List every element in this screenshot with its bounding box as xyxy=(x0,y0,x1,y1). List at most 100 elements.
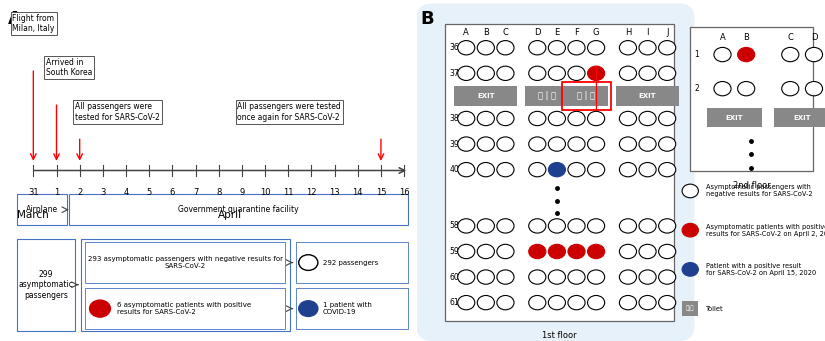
Circle shape xyxy=(549,244,565,258)
Text: 1: 1 xyxy=(54,188,59,196)
Circle shape xyxy=(529,111,546,126)
Circle shape xyxy=(639,111,656,126)
FancyBboxPatch shape xyxy=(455,86,517,106)
Text: C: C xyxy=(502,28,508,37)
Circle shape xyxy=(529,162,546,177)
Circle shape xyxy=(805,47,823,62)
Text: All passengers were
tested for SARS-CoV-2: All passengers were tested for SARS-CoV-… xyxy=(75,102,160,122)
Text: 12: 12 xyxy=(306,188,317,196)
FancyBboxPatch shape xyxy=(691,27,813,170)
Circle shape xyxy=(738,47,755,62)
Text: 14: 14 xyxy=(352,188,363,196)
Circle shape xyxy=(805,81,823,96)
Circle shape xyxy=(529,137,546,151)
Circle shape xyxy=(682,223,699,237)
Circle shape xyxy=(529,270,546,284)
FancyBboxPatch shape xyxy=(706,108,762,127)
Circle shape xyxy=(587,270,605,284)
Circle shape xyxy=(549,270,565,284)
Circle shape xyxy=(658,137,676,151)
Text: 10: 10 xyxy=(260,188,271,196)
Circle shape xyxy=(738,81,755,96)
Circle shape xyxy=(497,66,514,80)
Circle shape xyxy=(568,162,585,177)
Circle shape xyxy=(549,66,565,80)
Circle shape xyxy=(478,137,494,151)
Circle shape xyxy=(458,66,475,80)
Circle shape xyxy=(639,137,656,151)
Circle shape xyxy=(620,137,637,151)
Circle shape xyxy=(549,295,565,310)
Circle shape xyxy=(529,219,546,233)
Circle shape xyxy=(782,81,799,96)
Circle shape xyxy=(620,162,637,177)
Circle shape xyxy=(549,219,565,233)
FancyBboxPatch shape xyxy=(775,108,825,127)
Circle shape xyxy=(620,66,637,80)
FancyBboxPatch shape xyxy=(296,242,408,283)
Circle shape xyxy=(568,295,585,310)
Circle shape xyxy=(497,244,514,258)
Circle shape xyxy=(714,81,731,96)
Circle shape xyxy=(639,219,656,233)
Text: Arrived in
South Korea: Arrived in South Korea xyxy=(46,58,92,77)
Circle shape xyxy=(714,47,731,62)
Text: EXIT: EXIT xyxy=(725,115,743,121)
Text: 15: 15 xyxy=(375,188,386,196)
Circle shape xyxy=(478,41,494,55)
Circle shape xyxy=(568,219,585,233)
Text: 7: 7 xyxy=(193,188,198,196)
Circle shape xyxy=(478,162,494,177)
Text: F: F xyxy=(574,28,579,37)
Text: I: I xyxy=(646,28,648,37)
Text: All passengers were tested
once again for SARS-CoV-2: All passengers were tested once again fo… xyxy=(238,102,342,122)
Circle shape xyxy=(658,66,676,80)
FancyBboxPatch shape xyxy=(417,3,695,341)
Circle shape xyxy=(587,111,605,126)
Circle shape xyxy=(529,244,546,258)
Circle shape xyxy=(568,41,585,55)
Circle shape xyxy=(458,137,475,151)
Text: Flight from
Milan, Italy: Flight from Milan, Italy xyxy=(12,14,55,33)
Text: 3: 3 xyxy=(100,188,106,196)
Circle shape xyxy=(478,295,494,310)
Text: B: B xyxy=(483,28,488,37)
Circle shape xyxy=(299,255,318,270)
Circle shape xyxy=(658,162,676,177)
Text: 6: 6 xyxy=(170,188,175,196)
Circle shape xyxy=(782,47,799,62)
Circle shape xyxy=(639,295,656,310)
FancyBboxPatch shape xyxy=(526,86,568,106)
Text: 5: 5 xyxy=(147,188,152,196)
Circle shape xyxy=(587,66,605,80)
Circle shape xyxy=(620,219,637,233)
Text: D: D xyxy=(811,33,818,42)
Circle shape xyxy=(497,295,514,310)
Circle shape xyxy=(587,295,605,310)
Text: B: B xyxy=(421,10,434,28)
Circle shape xyxy=(568,137,585,151)
FancyBboxPatch shape xyxy=(81,239,290,331)
Circle shape xyxy=(458,270,475,284)
FancyBboxPatch shape xyxy=(16,239,75,331)
Circle shape xyxy=(497,219,514,233)
Circle shape xyxy=(497,111,514,126)
Text: Toilet: Toilet xyxy=(705,306,724,312)
Circle shape xyxy=(682,263,699,276)
Text: ⚹|⚹: ⚹|⚹ xyxy=(686,306,695,312)
Circle shape xyxy=(639,162,656,177)
Text: 2: 2 xyxy=(77,188,82,196)
Circle shape xyxy=(658,111,676,126)
Circle shape xyxy=(458,162,475,177)
Text: 1 patient with
COVID-19: 1 patient with COVID-19 xyxy=(323,302,372,315)
Text: EXIT: EXIT xyxy=(477,93,495,99)
Text: 1st floor: 1st floor xyxy=(542,331,577,340)
Text: April: April xyxy=(219,210,243,220)
FancyBboxPatch shape xyxy=(446,24,674,321)
Circle shape xyxy=(639,41,656,55)
FancyBboxPatch shape xyxy=(296,288,408,329)
Circle shape xyxy=(568,270,585,284)
Text: 8: 8 xyxy=(216,188,221,196)
Circle shape xyxy=(587,137,605,151)
Circle shape xyxy=(478,244,494,258)
